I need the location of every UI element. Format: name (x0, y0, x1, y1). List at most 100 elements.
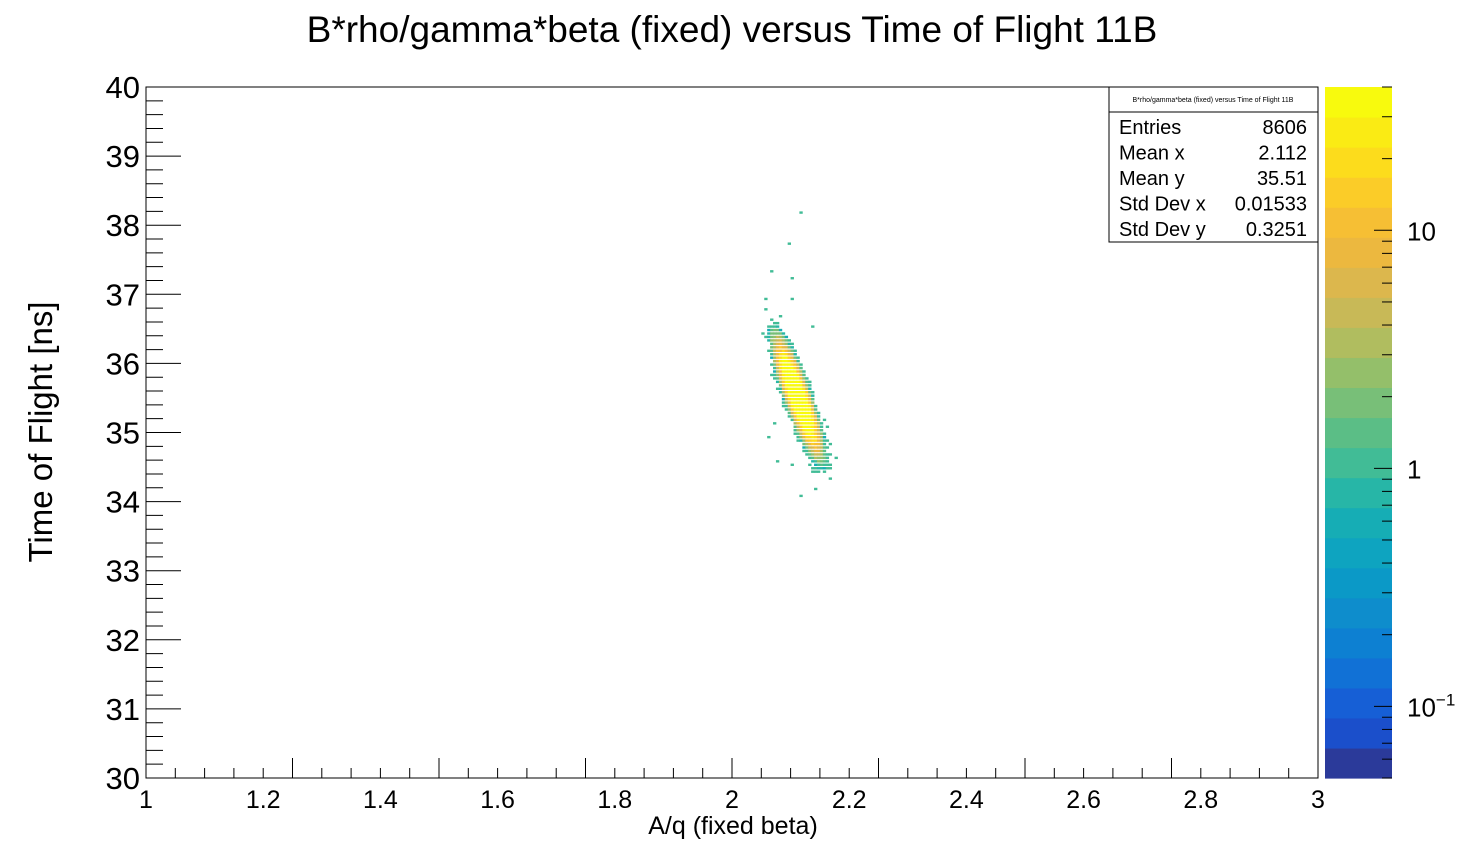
heatmap-cell (793, 404, 797, 408)
heatmap-cell (790, 418, 794, 422)
heatmap-cell (778, 349, 783, 352)
heatmap-outlier-cell (778, 315, 783, 318)
heatmap-cell (805, 453, 809, 456)
colorbar-segment (1325, 417, 1392, 449)
heatmap-cell (805, 404, 809, 408)
heatmap-cell (781, 377, 786, 380)
heatmap-cell (816, 429, 821, 432)
heatmap-cell (799, 439, 803, 442)
heatmap-cell (781, 366, 786, 370)
heatmap-cell (784, 366, 789, 370)
colorbar-segment (1325, 627, 1392, 659)
heatmap-cell (814, 422, 818, 425)
heatmap-cell (787, 394, 791, 397)
heatmap-outlier-cell (770, 270, 774, 273)
colorbar-segment (1325, 267, 1392, 298)
heatmap-cell (796, 359, 800, 363)
heatmap-cell (790, 349, 794, 352)
heatmap-cell (778, 380, 783, 384)
heatmap-cell (805, 387, 809, 390)
heatmap-cell (778, 391, 783, 394)
heatmap-cell (799, 432, 803, 435)
heatmap-cell (770, 339, 774, 342)
heatmap-cell (814, 432, 818, 435)
heatmap-cell (784, 353, 789, 356)
heatmap-cell (793, 422, 797, 425)
heatmap-cell (799, 397, 803, 401)
heatmap-cell (816, 435, 821, 439)
heatmap-cell (793, 401, 797, 404)
heatmap-cell (764, 308, 768, 311)
heatmap-cell (811, 439, 815, 442)
heatmap-cell (805, 377, 809, 380)
heatmap-cell (790, 363, 794, 366)
colorbar-segment (1325, 387, 1392, 419)
heatmap-cell (811, 470, 815, 473)
heatmap-cell (790, 408, 794, 411)
heatmap-cell (825, 467, 830, 470)
heatmap-cell (784, 342, 789, 346)
heatmap-cell (781, 370, 786, 373)
heatmap-cell (775, 349, 780, 352)
heatmap-cell (825, 453, 830, 456)
heatmap-cell (819, 453, 824, 456)
heatmap-cell (811, 432, 815, 435)
colorbar-label: 1 (1407, 454, 1421, 484)
heatmap-cell (793, 349, 797, 352)
heatmap-cell (784, 370, 789, 373)
heatmap-cell (799, 435, 803, 439)
heatmap-cell (808, 384, 812, 387)
heatmap-cell (802, 380, 806, 384)
heatmap-cell (811, 397, 815, 401)
heatmap-cell (773, 346, 777, 349)
heatmap-cell (799, 401, 803, 404)
heatmap-cell (773, 335, 777, 339)
heatmap-cell (793, 425, 797, 428)
heatmap-cell (814, 442, 818, 446)
heatmap-cell (770, 356, 774, 359)
heatmap-cell (787, 353, 791, 356)
heatmap-cell (781, 380, 786, 384)
colorbar-segment (1325, 177, 1392, 208)
heatmap-cell (802, 415, 806, 418)
heatmap-cell (802, 391, 806, 394)
heatmap-cell (781, 356, 786, 359)
x-tick-label: 2.6 (1066, 786, 1101, 814)
heatmap-cell (790, 387, 794, 390)
heatmap-cell (808, 401, 812, 404)
y-tick-label: 31 (106, 692, 140, 727)
heatmap-cell (787, 384, 791, 387)
heatmap-cell (799, 370, 803, 373)
heatmap-cell (796, 366, 800, 370)
colorbar-segment (1325, 87, 1392, 118)
heatmap-cell (811, 401, 815, 404)
heatmap-cell (816, 418, 821, 422)
heatmap-cell (808, 463, 812, 466)
heatmap-cell (784, 397, 789, 401)
heatmap-cell (816, 460, 821, 463)
heatmap-cell (811, 425, 815, 428)
heatmap-cell (781, 359, 786, 363)
heatmap-cell (784, 408, 789, 411)
heatmap-cell (793, 377, 797, 380)
heatmap-cell (805, 384, 809, 387)
colorbar-segment (1325, 297, 1392, 328)
heatmap-cell (802, 373, 806, 377)
heatmap-cell (787, 401, 791, 404)
x-axis: 1 1.2 1.4 1.6 1.8 2 2.2 2.4 2.6 2.8 3 (139, 758, 1325, 814)
heatmap-cell (778, 353, 783, 356)
heatmap-cell (793, 432, 797, 435)
heatmap-cell (802, 422, 806, 425)
heatmap-cell (819, 435, 824, 439)
heatmap-cell (808, 453, 812, 456)
heatmap-cell (799, 391, 803, 394)
heatmap-cell (808, 415, 812, 418)
heatmap-cell (814, 435, 818, 439)
heatmap-cell (767, 349, 771, 352)
heatmap-cell (778, 387, 783, 390)
colorbar-label: 10 (1407, 216, 1436, 246)
stats-row-label: Mean x (1119, 143, 1185, 165)
heatmap-cell (775, 342, 780, 346)
x-tick-label: 1.4 (363, 786, 398, 814)
heatmap-cell (808, 411, 812, 415)
